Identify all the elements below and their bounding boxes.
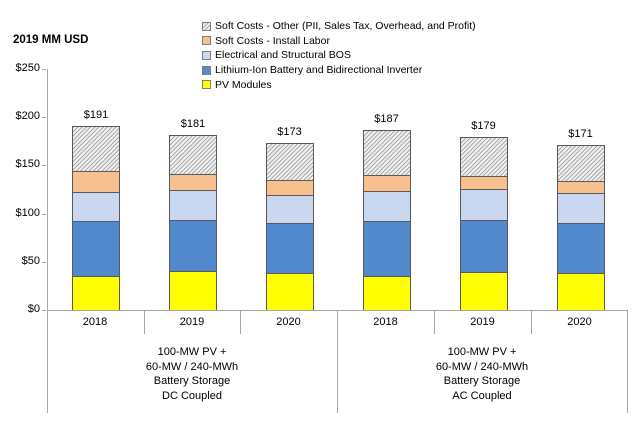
bar-segment bbox=[72, 191, 120, 222]
group-label: 100-MW PV + 60-MW / 240-MWh Battery Storag… bbox=[102, 345, 282, 403]
bar-segment bbox=[362, 221, 411, 277]
bar-segment bbox=[169, 174, 217, 191]
category-separator-line bbox=[336, 310, 338, 413]
legend-item: Electrical and Structural BOS bbox=[202, 48, 476, 63]
bar-segment bbox=[459, 272, 508, 310]
category-separator-line bbox=[47, 310, 48, 413]
stacked-bar: $191 bbox=[72, 109, 120, 310]
y-tick-label: $250 bbox=[15, 62, 40, 74]
legend-swatch-icon bbox=[202, 80, 211, 90]
stacked-bar: $187 bbox=[362, 113, 411, 310]
bar-segment bbox=[72, 126, 120, 172]
group-label-line: 60-MW / 240-MWh bbox=[145, 360, 239, 373]
bar-segment bbox=[265, 143, 314, 180]
y-tick-mark bbox=[42, 69, 46, 70]
legend-label: Lithium-Ion Battery and Bidirectional In… bbox=[215, 64, 423, 77]
bar-segment bbox=[72, 221, 120, 277]
bar-segment bbox=[556, 145, 605, 181]
group-label: 100-MW PV + 60-MW / 240-MWh Battery Storag… bbox=[392, 345, 572, 403]
y-tick-label: $200 bbox=[15, 110, 40, 123]
legend-item: Soft Costs - Other (PII, Sales Tax, Over… bbox=[202, 19, 476, 34]
bar-total-label: $181 bbox=[180, 118, 206, 131]
y-tick-label: $0 bbox=[27, 303, 40, 315]
group-label-line: DC Coupled bbox=[162, 389, 222, 402]
bar-segment bbox=[459, 188, 508, 221]
bar-segment bbox=[169, 135, 217, 175]
bar-segment bbox=[72, 276, 120, 310]
bar-segment bbox=[169, 220, 217, 272]
bar-segment bbox=[265, 273, 314, 310]
group-label-line: 100-MW PV + bbox=[447, 346, 517, 358]
y-tick-mark bbox=[42, 165, 46, 167]
legend-swatch-icon bbox=[202, 50, 211, 60]
legend: Soft Costs - Other (PII, Sales Tax, Over… bbox=[202, 19, 476, 92]
bar-segment bbox=[169, 190, 217, 221]
x-axis-year-label: 2020 bbox=[567, 316, 592, 328]
bar-segment bbox=[362, 276, 411, 310]
bar-segment bbox=[556, 180, 605, 193]
category-separator-line bbox=[627, 310, 628, 413]
bar-segment bbox=[459, 137, 508, 177]
bar-segment bbox=[556, 273, 605, 310]
category-separator-line bbox=[530, 310, 532, 334]
legend-label: PV Modules bbox=[215, 78, 272, 91]
bar-segment bbox=[265, 179, 314, 196]
y-tick-label: $50 bbox=[21, 254, 40, 267]
category-separator-line bbox=[240, 310, 241, 334]
x-axis-year-label: 2018 bbox=[82, 316, 108, 328]
x-axis-year-label: 2019 bbox=[179, 316, 205, 328]
bar-segment bbox=[72, 171, 120, 192]
bar-total-label: $173 bbox=[277, 126, 302, 139]
group-label-line: 60-MW / 240-MWh bbox=[435, 360, 529, 373]
group-label-line: Battery Storage bbox=[153, 375, 231, 387]
legend-label: Electrical and Structural BOS bbox=[215, 49, 351, 62]
category-separator-line bbox=[433, 310, 435, 334]
x-axis-year-label: 2018 bbox=[373, 316, 398, 328]
legend-label: Soft Costs - Other (PII, Sales Tax, Over… bbox=[215, 20, 476, 33]
y-axis-title: 2019 MM USD bbox=[13, 34, 89, 46]
stacked-bar: $181 bbox=[169, 118, 217, 310]
legend-swatch-icon bbox=[202, 65, 211, 75]
legend-item: PV Modules bbox=[202, 77, 476, 92]
legend-item: Soft Costs - Install Labor bbox=[202, 34, 476, 49]
y-tick-mark bbox=[42, 117, 46, 119]
category-separator-line bbox=[143, 310, 145, 334]
bar-segment bbox=[459, 176, 508, 189]
group-label-line: Battery Storage bbox=[443, 375, 521, 387]
bar-total-label: $171 bbox=[568, 128, 593, 141]
bar-segment bbox=[459, 220, 508, 273]
bar-segment bbox=[362, 129, 411, 176]
y-tick-mark bbox=[42, 213, 46, 215]
bar-segment bbox=[265, 195, 314, 224]
bar-segment bbox=[362, 175, 411, 191]
bar-segment bbox=[556, 223, 605, 274]
plot-area: $191 $181 $173 $187 $179 $171 bbox=[47, 69, 628, 311]
stacked-bar: $171 bbox=[556, 128, 605, 310]
bar-total-label: $187 bbox=[374, 112, 399, 125]
bar-segment bbox=[362, 190, 411, 222]
legend-item: Lithium-Ion Battery and Bidirectional In… bbox=[202, 63, 476, 78]
bar-segment bbox=[556, 192, 605, 224]
y-tick-mark bbox=[42, 310, 46, 311]
x-axis-year-label: 2020 bbox=[276, 316, 301, 328]
bar-segment bbox=[265, 223, 314, 274]
legend-swatch-icon bbox=[202, 21, 211, 31]
group-label-line: 100-MW PV + bbox=[157, 346, 227, 358]
bar-segment bbox=[169, 271, 217, 310]
y-tick-mark bbox=[42, 261, 46, 263]
y-tick-label: $150 bbox=[15, 158, 40, 171]
stacked-bar: $179 bbox=[459, 120, 508, 310]
stacked-bar: $173 bbox=[265, 126, 314, 310]
bar-total-label: $179 bbox=[471, 120, 496, 133]
group-label-line: AC Coupled bbox=[452, 389, 512, 402]
legend-swatch-icon bbox=[202, 36, 211, 46]
y-tick-label: $100 bbox=[15, 206, 40, 219]
legend-label: Soft Costs - Install Labor bbox=[215, 34, 330, 47]
bar-total-label: $191 bbox=[83, 109, 109, 122]
x-axis-year-label: 2019 bbox=[470, 316, 495, 328]
